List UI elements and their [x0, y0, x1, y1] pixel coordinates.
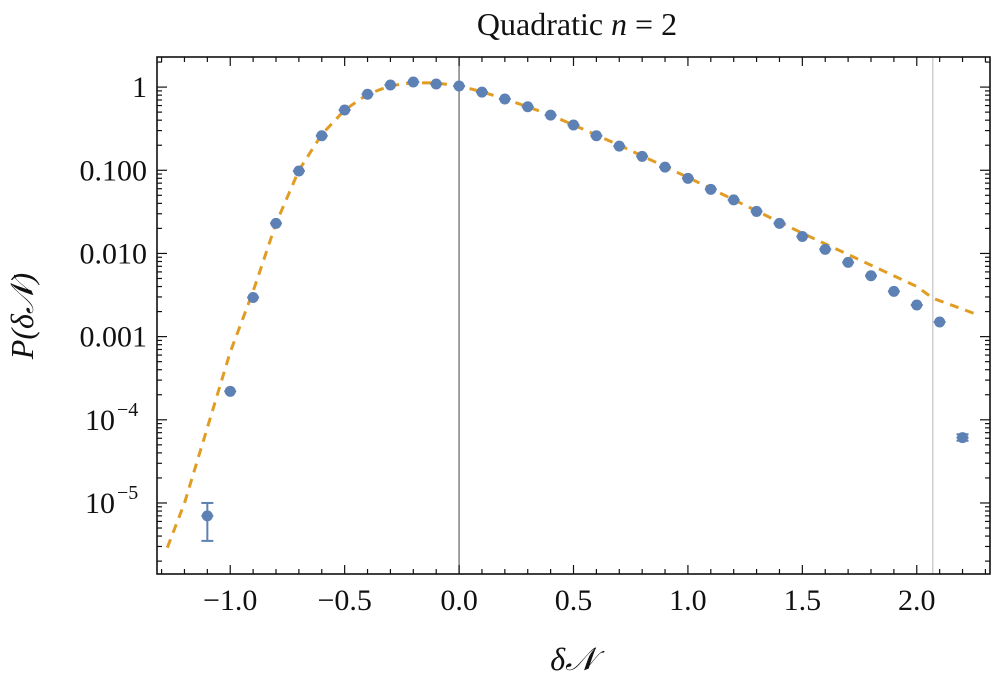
- data-point: [476, 86, 488, 98]
- data-point: [224, 385, 236, 397]
- data-point: [499, 93, 511, 105]
- data-point: [362, 88, 374, 100]
- data-point: [705, 183, 717, 195]
- y-tick-label: 10: [85, 487, 115, 520]
- data-point: [590, 130, 602, 142]
- x-tick-label: 1.5: [784, 584, 822, 617]
- title-text: Quadratic: [477, 6, 611, 42]
- data-point: [934, 316, 946, 328]
- x-tick-label: 2.0: [898, 584, 936, 617]
- x-tick-label: 1.0: [669, 584, 707, 617]
- y-tick-exponent: −4: [117, 399, 138, 421]
- data-point: [407, 76, 419, 88]
- data-point: [865, 270, 877, 282]
- data-point: [430, 78, 442, 90]
- y-tick-label: 0.010: [80, 237, 148, 270]
- theory-curve: [165, 81, 975, 549]
- data-point: [682, 172, 694, 184]
- x-tick-label: 0.5: [555, 584, 593, 617]
- y-tick-exponent: −5: [117, 482, 138, 504]
- data-point: [728, 194, 740, 206]
- data-point: [842, 256, 854, 268]
- data-point: [957, 432, 969, 444]
- y-tick-label: 1: [132, 71, 147, 104]
- x-tick-label: −0.5: [317, 584, 371, 617]
- title-variable: n: [611, 6, 627, 42]
- y-axis-label: P(δ𝒩): [4, 273, 40, 360]
- title-rest: = 2: [627, 6, 677, 42]
- y-tick-label: 0.100: [80, 154, 148, 187]
- data-point: [911, 299, 923, 311]
- data-point: [270, 217, 282, 229]
- data-point: [522, 101, 534, 113]
- data-point: [751, 205, 763, 217]
- data-point: [545, 109, 557, 121]
- data-point: [613, 140, 625, 152]
- x-tick-label: −1.0: [203, 584, 257, 617]
- plot-frame: [156, 56, 991, 575]
- data-point: [247, 292, 259, 304]
- y-tick-label: 0.001: [80, 321, 148, 354]
- data-point: [819, 243, 831, 255]
- data-point: [659, 161, 671, 173]
- data-point: [796, 230, 808, 242]
- chart-title: Quadratic n = 2: [477, 6, 677, 42]
- data-point: [384, 79, 396, 91]
- data-point: [453, 80, 465, 92]
- data-point: [316, 130, 328, 142]
- data-point: [636, 150, 648, 162]
- data-point: [201, 510, 213, 522]
- data-point: [568, 119, 579, 131]
- data-point: [339, 104, 351, 116]
- x-axis-label: δ𝒩: [550, 641, 605, 677]
- data-point: [773, 217, 785, 229]
- x-tick-label: 0.0: [440, 584, 478, 617]
- y-tick-label: 10: [85, 404, 115, 437]
- data-point: [888, 285, 900, 297]
- data-point: [293, 165, 305, 177]
